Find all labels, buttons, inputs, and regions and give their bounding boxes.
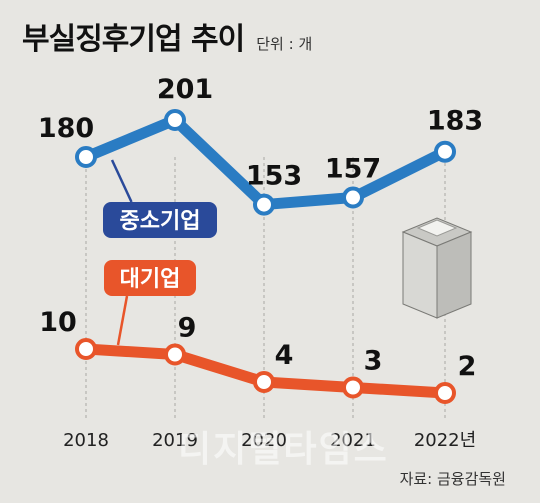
large-pointer xyxy=(116,295,129,346)
x-tick-label: 2021 xyxy=(330,430,376,451)
x-tick-label: 2018 xyxy=(63,430,109,451)
sme-point xyxy=(253,193,275,216)
large-point xyxy=(75,338,97,360)
sme-point xyxy=(342,186,364,209)
large-data-label: 4 xyxy=(275,340,294,371)
sme-badge xyxy=(103,202,217,238)
x-tick-label: 2019 xyxy=(152,430,198,451)
sme-legend-label: 중소기업 xyxy=(120,209,201,234)
building-icon xyxy=(401,217,473,319)
large-data-label: 10 xyxy=(39,307,77,338)
chart-title: 부실징후기업 추이 xyxy=(22,22,245,57)
sme-point xyxy=(75,146,97,168)
large-point xyxy=(342,376,364,399)
title-row: 부실징후기업 추이 단위 : 개 xyxy=(22,14,312,58)
large-data-label: 9 xyxy=(178,313,197,344)
sme-point xyxy=(164,109,186,131)
sme-pointer xyxy=(110,159,133,203)
large-data-label: 3 xyxy=(364,346,383,377)
watermark: 디지털타임스 xyxy=(178,429,389,470)
sme-data-label: 153 xyxy=(246,161,302,192)
sme-data-label: 157 xyxy=(325,154,381,185)
x-tick-label: 2022년 xyxy=(414,430,476,451)
large-badge xyxy=(104,260,196,296)
source-note: 자료: 금융감독원 xyxy=(399,470,506,488)
large-point xyxy=(164,343,186,366)
sme-data-label: 183 xyxy=(427,106,483,137)
large-point xyxy=(253,371,275,393)
large-legend-label: 대기업 xyxy=(120,267,181,292)
large-point xyxy=(434,382,456,404)
sme-data-label: 201 xyxy=(157,74,213,105)
large-data-label: 2 xyxy=(458,351,477,382)
unit-label: 단위 : 개 xyxy=(256,35,313,53)
x-tick-label: 2020 xyxy=(241,430,287,451)
sme-point xyxy=(434,140,456,163)
sme-data-label: 180 xyxy=(38,113,94,144)
